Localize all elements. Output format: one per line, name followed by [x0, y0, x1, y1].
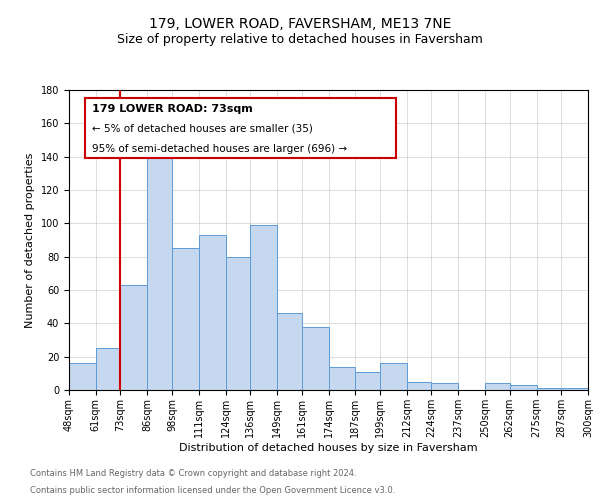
Bar — [561, 388, 588, 390]
Bar — [199, 235, 226, 390]
Bar — [226, 256, 250, 390]
Text: 179, LOWER ROAD, FAVERSHAM, ME13 7NE: 179, LOWER ROAD, FAVERSHAM, ME13 7NE — [149, 18, 451, 32]
Text: ← 5% of detached houses are smaller (35): ← 5% of detached houses are smaller (35) — [92, 124, 313, 134]
Bar — [407, 382, 431, 390]
Bar — [329, 366, 355, 390]
FancyBboxPatch shape — [85, 98, 396, 158]
Text: Contains HM Land Registry data © Crown copyright and database right 2024.: Contains HM Land Registry data © Crown c… — [30, 468, 356, 477]
Text: Contains public sector information licensed under the Open Government Licence v3: Contains public sector information licen… — [30, 486, 395, 495]
Bar — [536, 388, 561, 390]
Bar — [250, 225, 277, 390]
Text: Size of property relative to detached houses in Faversham: Size of property relative to detached ho… — [117, 32, 483, 46]
Bar — [302, 326, 329, 390]
Bar — [510, 385, 536, 390]
Bar — [69, 364, 96, 390]
Text: 95% of semi-detached houses are larger (696) →: 95% of semi-detached houses are larger (… — [92, 144, 347, 154]
Bar — [121, 285, 147, 390]
Bar — [380, 364, 407, 390]
Bar — [96, 348, 121, 390]
Bar — [355, 372, 380, 390]
X-axis label: Distribution of detached houses by size in Faversham: Distribution of detached houses by size … — [179, 442, 478, 452]
Text: 179 LOWER ROAD: 73sqm: 179 LOWER ROAD: 73sqm — [92, 104, 253, 114]
Bar — [431, 384, 458, 390]
Bar — [147, 146, 172, 390]
Bar — [172, 248, 199, 390]
Bar — [277, 314, 302, 390]
Bar — [485, 384, 510, 390]
Y-axis label: Number of detached properties: Number of detached properties — [25, 152, 35, 328]
